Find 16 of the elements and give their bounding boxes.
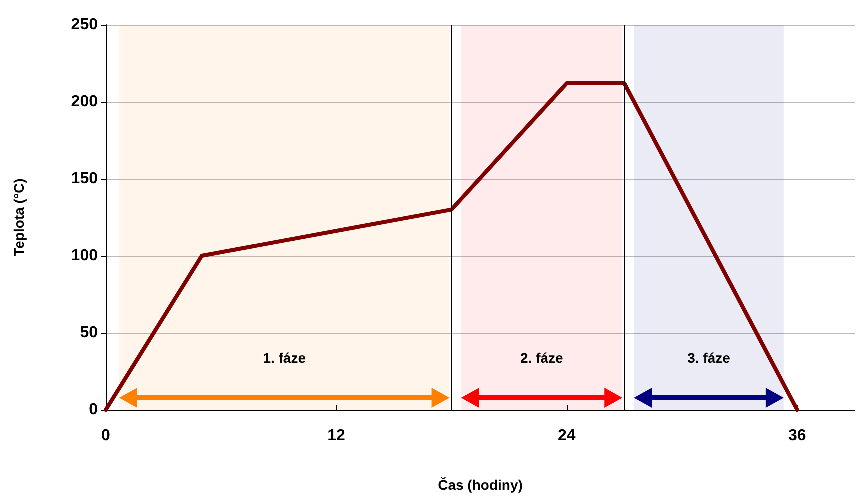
y-tick-label: 200 xyxy=(71,94,98,110)
band-label: 1. fáze xyxy=(263,350,306,366)
y-tick-label: 150 xyxy=(71,170,98,188)
x-tick-label: 12 xyxy=(328,428,346,444)
x-tick-label: 0 xyxy=(102,428,111,444)
x-axis-title: Čas (hodiny) xyxy=(438,477,523,493)
y-tick-label: 100 xyxy=(71,248,98,264)
y-axis-title: Teplota (°C) xyxy=(11,178,27,256)
band-label: 2. fáze xyxy=(520,350,564,366)
x-tick-label: 24 xyxy=(558,428,576,444)
line-series xyxy=(104,82,800,412)
y-tick-label: 250 xyxy=(71,16,98,34)
band-label: 3. fáze xyxy=(688,350,731,366)
y-tick-label: 50 xyxy=(80,324,98,342)
x-tick-label: 36 xyxy=(788,428,806,444)
y-tick-label: 0 xyxy=(89,402,98,418)
